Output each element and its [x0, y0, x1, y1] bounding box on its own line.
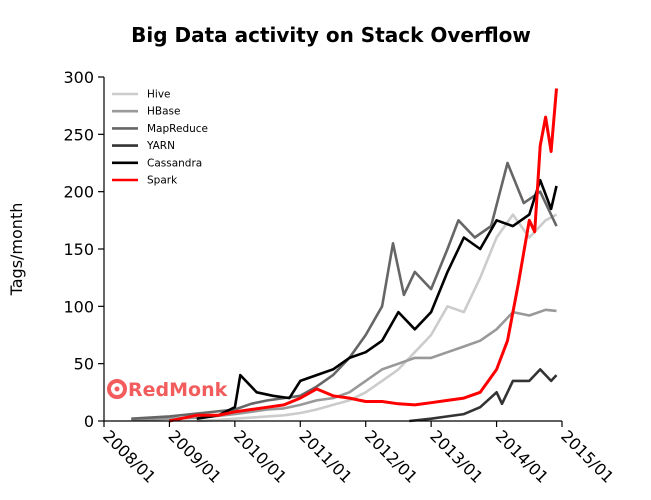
x-tick-label: 2012/01 [361, 426, 421, 486]
redmonk-logo: RedMonk [107, 379, 228, 401]
y-axis-label: Tags/month [7, 203, 26, 297]
series-line-hive [196, 213, 558, 423]
legend-item-hive: Hive [112, 89, 171, 101]
legend-item-spark: Spark [112, 175, 178, 187]
x-tick-label: 2008/01 [99, 426, 159, 486]
y-tick-label: 250 [63, 125, 94, 144]
x-tick-label: 2010/01 [230, 426, 290, 486]
series-line-spark [169, 88, 558, 423]
x-tick-label: 2011/01 [295, 426, 355, 486]
series-line-cassandra [196, 178, 558, 420]
x-tick-label: 2013/01 [426, 426, 486, 486]
y-tick-label: 300 [63, 68, 94, 87]
redmonk-logo-text: RedMonk [128, 379, 228, 401]
y-tick-label: 150 [63, 240, 94, 259]
x-tick-label: 2014/01 [492, 426, 552, 486]
x-tick-label: 2009/01 [165, 426, 225, 486]
y-tick-label: 100 [63, 297, 94, 316]
series-layer [131, 88, 558, 423]
series-line-mapreduce [131, 161, 558, 420]
legend-item-mapreduce: MapReduce [112, 123, 208, 135]
y-tick-label: 200 [63, 183, 94, 202]
legend-label: Spark [147, 175, 178, 187]
series-line-hbase [131, 308, 557, 422]
legend: Hive HBase MapReduce YARN Cassandra Spark [112, 89, 208, 187]
legend-label: YARN [146, 140, 175, 152]
legend-label: MapReduce [147, 123, 208, 135]
y-tick-label: 50 [74, 355, 94, 374]
legend-item-yarn: YARN [112, 140, 175, 152]
legend-label: Cassandra [147, 157, 202, 169]
legend-item-hbase: HBase [112, 106, 180, 118]
legend-label: HBase [147, 106, 180, 118]
y-tick-label: 0 [84, 412, 94, 431]
series-line-yarn [409, 368, 558, 423]
x-tick-label: 2015/01 [557, 426, 617, 486]
legend-item-cassandra: Cassandra [112, 157, 202, 169]
redmonk-logo-mark [107, 379, 127, 399]
chart-title: Big Data activity on Stack Overflow [131, 23, 531, 47]
legend-label: Hive [147, 89, 171, 101]
